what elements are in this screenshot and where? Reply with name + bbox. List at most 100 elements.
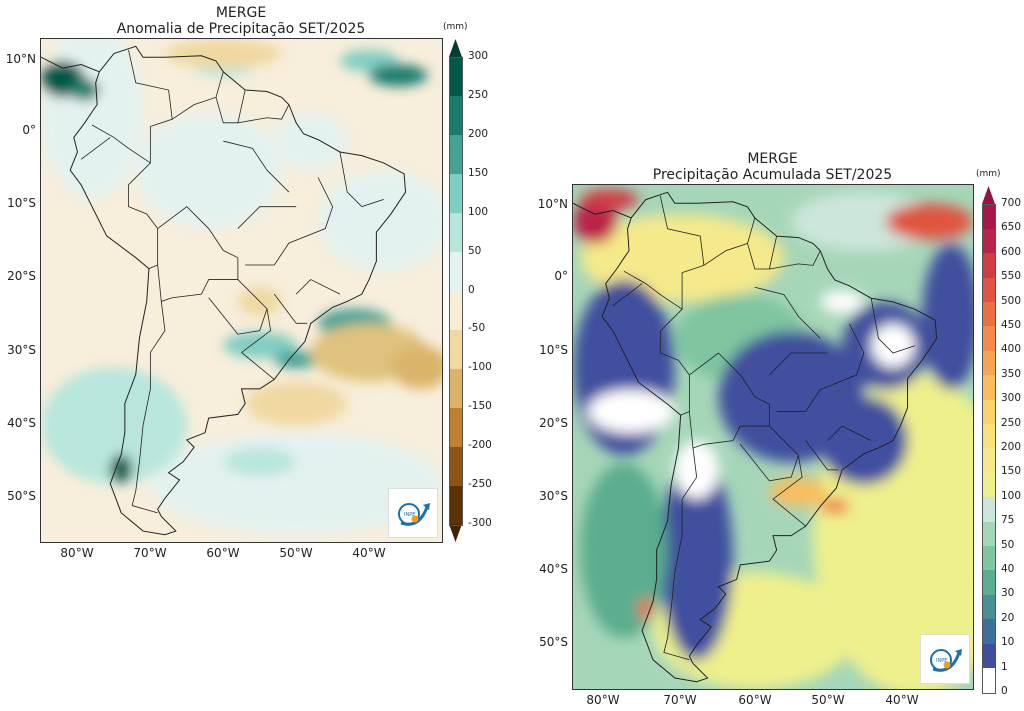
- colorbar-frame: [449, 57, 463, 526]
- colorbar-tick-label: 100: [468, 205, 489, 218]
- colorbar-bin: [982, 448, 995, 473]
- colorbar-tick-label: 200: [1001, 441, 1022, 453]
- colorbar-bin: [982, 496, 995, 522]
- country-border: [132, 301, 165, 512]
- anomaly-map: [40, 38, 443, 543]
- country-border: [828, 426, 872, 441]
- colorbar-tick-label: 10: [1001, 636, 1015, 649]
- country-border: [216, 90, 245, 123]
- colorbar-bin: [449, 212, 462, 253]
- colorbar-frame: [982, 204, 996, 694]
- inpe-logo: INPE: [388, 488, 438, 538]
- svg-text:INPE: INPE: [404, 512, 415, 518]
- colorbar-tick-label: -200: [468, 439, 492, 452]
- right-lat-tick: 10°S: [539, 343, 568, 357]
- country-border: [769, 353, 827, 375]
- colorbar-bin: [982, 399, 995, 425]
- country-border: [871, 298, 915, 353]
- colorbar-tick-label: 20: [1001, 611, 1015, 624]
- country-border: [92, 50, 172, 163]
- accumulated-map-svg: [573, 185, 973, 689]
- colorbar-tick-label: -50: [468, 322, 486, 335]
- right-lon-tick: 80°W: [586, 693, 620, 707]
- right-lat-tick: 40°S: [539, 562, 568, 576]
- colorbar-tick-label: 300: [468, 50, 489, 62]
- colorbar-tick-label: 650: [1001, 221, 1022, 234]
- colorbar-tick-label: 250: [1001, 416, 1022, 429]
- country-border: [296, 280, 340, 295]
- colorbar-bin: [982, 423, 995, 449]
- colorbar-bin: [982, 594, 995, 620]
- colorbar-tick-label: 450: [1001, 319, 1022, 331]
- colorbar-tick-label: 350: [1001, 367, 1022, 380]
- colorbar-tick-label: 150: [1001, 465, 1022, 478]
- colorbar-bin: [449, 446, 462, 486]
- colorbar-tick-label: 500: [1001, 294, 1022, 307]
- colorbar-bin: [449, 407, 462, 447]
- right-lon-tick: 70°W: [663, 693, 697, 707]
- colorbar-bin: [982, 374, 995, 400]
- colorbar-bin: [449, 173, 462, 214]
- colorbar-tick-label: 150: [468, 166, 489, 179]
- colorbar-tick-label: 40: [1001, 563, 1015, 575]
- country-border: [773, 455, 806, 526]
- country-border: [704, 218, 755, 265]
- left-lon-tick: 80°W: [60, 546, 94, 560]
- country-border: [748, 236, 777, 269]
- colorbar-tick-label: -150: [468, 400, 492, 413]
- country-border: [209, 280, 267, 335]
- colorbar-bin: [982, 618, 995, 644]
- colorbar-bin: [982, 301, 995, 327]
- colorbar-bin: [982, 228, 995, 254]
- right-lat-tick: 30°S: [539, 489, 568, 503]
- colorbar-bin: [982, 472, 995, 498]
- accumulated-map: [572, 184, 974, 690]
- colorbar-bin: [982, 204, 995, 229]
- colorbar-bin: [449, 368, 462, 408]
- country-border: [664, 448, 697, 660]
- right-lon-tick: 60°W: [738, 693, 772, 707]
- left-lat-tick: 30°S: [7, 343, 36, 357]
- country-border: [777, 324, 864, 412]
- left-lat-tick: 50°S: [7, 489, 36, 503]
- coastline: [573, 192, 937, 681]
- colorbar-bin: [982, 277, 995, 303]
- colorbar-tick-label: 1: [1001, 660, 1008, 673]
- right-title: MERGE Precipitação Acumulada SET/2025: [572, 151, 973, 183]
- colorbar-bin: [982, 521, 995, 547]
- colorbar-extend-bottom: [449, 524, 462, 542]
- inpe-logo: INPE: [920, 634, 970, 684]
- colorbar-bin: [449, 57, 462, 97]
- colorbar-tick-label: 250: [468, 88, 489, 101]
- right-lon-tick: 40°W: [885, 693, 919, 707]
- right-title-line1: MERGE: [747, 151, 798, 167]
- colorbar-bin: [449, 290, 462, 330]
- colorbar-tick-label: -300: [468, 517, 492, 529]
- colorbar-bin: [982, 667, 995, 693]
- colorbar-tick-label: -250: [468, 478, 492, 491]
- precip-field: [573, 188, 973, 689]
- colorbar-extend-top: [982, 186, 995, 204]
- country-border: [172, 72, 223, 119]
- colorbar-bin: [982, 545, 995, 571]
- colorbar-tick-label: 50: [468, 244, 482, 257]
- country-border: [613, 284, 642, 306]
- right-lat-tick: 10°N: [537, 197, 568, 211]
- colorbar-tick-label: 100: [1001, 489, 1022, 502]
- left-lon-tick: 50°W: [279, 546, 313, 560]
- colorbar-bin: [449, 251, 462, 291]
- left-title-line2: Anomalia de Precipitação SET/2025: [116, 21, 366, 37]
- country-border: [624, 196, 704, 309]
- right-lat-tick: 50°S: [539, 635, 568, 649]
- country-border: [238, 105, 289, 123]
- anomaly-map-svg: [41, 39, 442, 542]
- left-lat-tick: 20°S: [7, 269, 36, 283]
- colorbar-extend-top: [449, 39, 462, 57]
- colorbar-bin: [449, 134, 462, 175]
- right-title-line2: Precipitação Acumulada SET/2025: [652, 167, 893, 183]
- colorbar-tick-label: 75: [1001, 514, 1015, 527]
- left-lat-tick: 10°S: [7, 196, 36, 210]
- right-lat-tick: 20°S: [539, 416, 568, 430]
- country-border: [660, 309, 689, 415]
- svg-text:INPE: INPE: [936, 658, 947, 664]
